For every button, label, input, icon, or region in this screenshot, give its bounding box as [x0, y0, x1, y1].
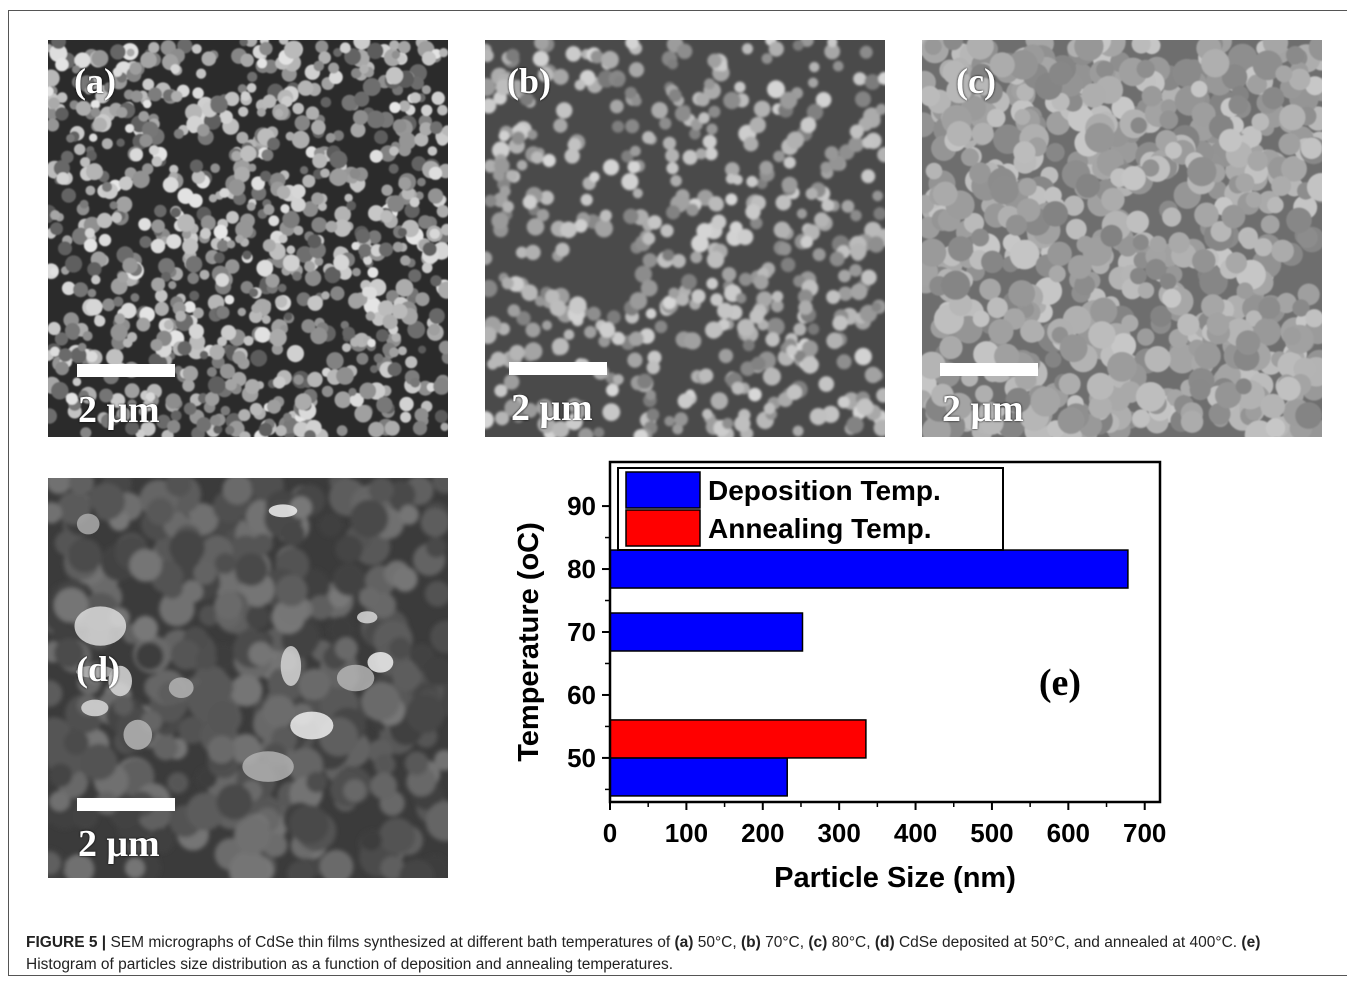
panel-label-e: (e)	[1039, 662, 1081, 704]
y-tick-label-70: 70	[567, 617, 596, 647]
y-tick-label-90: 90	[567, 491, 596, 521]
caption-text-b: 70°C,	[760, 934, 809, 951]
panel-label-b: (b)	[507, 61, 551, 101]
x-tick-label-200: 200	[741, 818, 784, 848]
x-axis-label: Particle Size (nm)	[774, 862, 1016, 894]
particle-size-chart: 0 100 200 300 400 500 600 700 50 60 70 80 90 Particle…	[513, 460, 1166, 894]
sem-texture-b	[485, 40, 885, 437]
figure-frame-top	[8, 10, 1347, 11]
scale-label-b: 2 μm	[511, 387, 593, 429]
bar-deposition-80	[609, 549, 1129, 589]
x-tick-label-600: 600	[1047, 818, 1090, 848]
caption-text-c: 80°C,	[827, 934, 875, 951]
legend-label-1: Deposition Temp.	[708, 475, 941, 506]
legend-swatch-2	[625, 509, 701, 547]
panel-label-d: (d)	[76, 649, 120, 689]
x-tick-label-400: 400	[894, 818, 937, 848]
sem-micrograph-c: (c) 2 μm	[922, 40, 1322, 437]
sem-micrograph-b: (b) 2 μm	[485, 40, 885, 437]
panel-label-c: (c)	[956, 61, 996, 101]
caption-ref-e: (e)	[1241, 934, 1261, 951]
scale-label-a: 2 μm	[78, 389, 160, 431]
figure-frame-left	[8, 10, 9, 976]
x-tick-label-300: 300	[817, 818, 860, 848]
scale-bar-b	[509, 362, 607, 375]
figure-caption: FIGURE 5 | SEM micrographs of CdSe thin …	[26, 932, 1316, 976]
legend-swatch-1	[625, 471, 701, 509]
legend-label-2: Annealing Temp.	[708, 513, 932, 544]
caption-text-d: CdSe deposited at 50°C, and annealed at …	[894, 934, 1242, 951]
scale-bar-d	[77, 798, 175, 811]
caption-text-e: Histogram of particles size distribution…	[26, 956, 674, 973]
x-tick-label-0: 0	[603, 818, 617, 848]
caption-ref-b: (b)	[740, 934, 761, 951]
bar-deposition-50	[609, 757, 788, 797]
x-tick-label-500: 500	[970, 818, 1013, 848]
caption-ref-a: (a)	[674, 934, 694, 951]
sem-texture-c	[922, 40, 1322, 437]
caption-text-a: 50°C,	[693, 934, 741, 951]
sem-texture-a	[48, 40, 448, 437]
caption-text-1: SEM micrographs of CdSe thin films synth…	[106, 934, 675, 951]
sem-micrograph-d: (d) 2 μm	[48, 478, 448, 878]
y-axis-label: Temperature (oC)	[513, 522, 545, 762]
caption-ref-c: (c)	[808, 934, 828, 951]
caption-ref-d: (d)	[874, 934, 895, 951]
scale-label-c: 2 μm	[942, 388, 1024, 430]
x-tick-label-700: 700	[1123, 818, 1166, 848]
figure-frame-bottom	[8, 975, 1347, 976]
bar-deposition-70	[609, 612, 804, 652]
caption-figure-label: FIGURE 5 |	[26, 934, 107, 951]
scale-bar-c	[940, 363, 1038, 376]
x-tick-label-100: 100	[665, 818, 708, 848]
sem-micrograph-a: (a) 2 μm	[48, 40, 448, 437]
scale-bar-a	[77, 364, 175, 377]
y-tick-label-60: 60	[567, 680, 596, 710]
bar-annealing-50	[609, 719, 867, 759]
panel-label-a: (a)	[74, 61, 116, 101]
scale-label-d: 2 μm	[78, 823, 160, 865]
y-tick-label-80: 80	[567, 554, 596, 584]
y-tick-label-50: 50	[567, 743, 596, 773]
